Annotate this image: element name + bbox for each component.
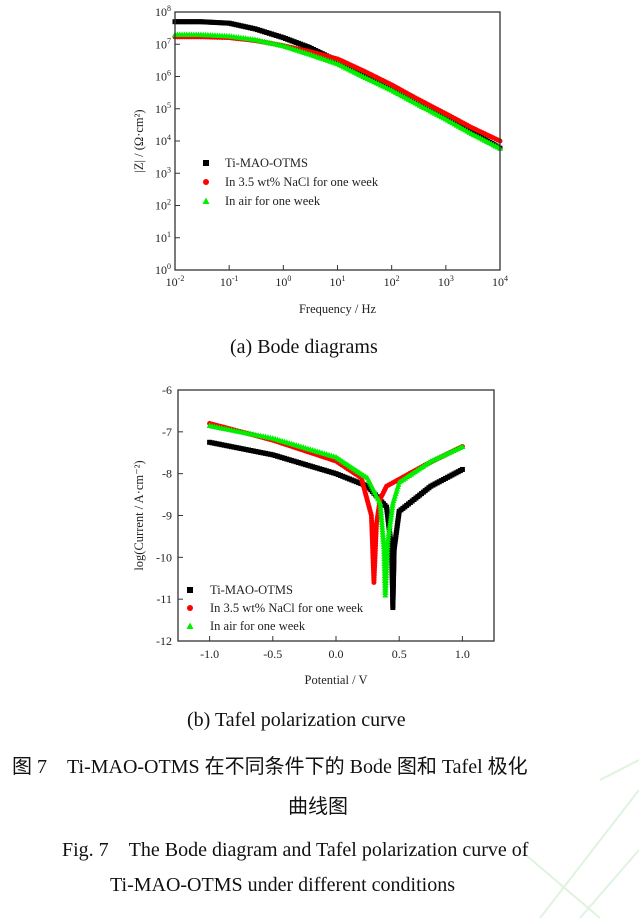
x-tick-label: 102	[384, 274, 400, 289]
y-tick-label: 106	[155, 69, 171, 84]
y-tick-label: 102	[155, 198, 171, 213]
legend-marker	[203, 179, 209, 185]
x-tick-label: 0.5	[392, 647, 407, 661]
x-tick-label: 103	[438, 274, 454, 289]
caption-cn-line2: 曲线图	[288, 796, 348, 818]
x-tick-label: 1.0	[455, 647, 470, 661]
y-tick-label: 107	[155, 36, 171, 51]
x-axis-label: Frequency / Hz	[299, 302, 377, 316]
caption-cn-line1: 图 7 Ti-MAO-OTMS 在不同条件下的 Bode 图和 Tafel 极化	[12, 756, 528, 778]
y-tick-label: -6	[162, 383, 172, 397]
legend-label: In air for one week	[225, 194, 321, 208]
y-tick-label: 105	[155, 101, 171, 116]
data-point	[377, 502, 384, 508]
y-tick-label: 100	[155, 262, 171, 277]
x-tick-label: -0.5	[263, 647, 282, 661]
y-tick-label: 108	[155, 4, 171, 19]
caption-a: (a) Bode diagrams	[230, 336, 378, 358]
y-tick-label: -10	[156, 550, 172, 564]
data-point	[459, 466, 465, 472]
data-point	[379, 529, 386, 535]
caption-en-line1: Fig. 7 The Bode diagram and Tafel polari…	[62, 839, 529, 861]
data-point	[378, 512, 385, 518]
x-tick-label: 100	[275, 274, 291, 289]
legend-marker	[203, 160, 209, 166]
x-tick-label: 10-1	[220, 274, 239, 289]
y-tick-label: -7	[162, 425, 172, 439]
legend-label: In 3.5 wt% NaCl for one week	[210, 601, 364, 615]
y-tick-label: -12	[156, 634, 172, 648]
tafel-chart: -1.0 -0.5 0.0 0.5 1.0 -12 -11 -10 -9 -8 -7 -6 Potent…	[132, 383, 495, 687]
series-1	[207, 420, 465, 585]
y-tick-label: -9	[162, 509, 172, 523]
legend-marker	[187, 605, 193, 611]
y-axis-label: log(Current / A·cm⁻²)	[132, 460, 146, 570]
y-tick-label: -11	[156, 592, 172, 606]
data-point	[380, 533, 387, 540]
plot-frame	[174, 11, 501, 271]
y-tick-label: 103	[155, 165, 171, 180]
data-point	[378, 514, 385, 520]
caption-en-line2: Ti-MAO-OTMS under different conditions	[110, 874, 455, 896]
legend-marker	[202, 197, 210, 204]
data-point	[459, 443, 466, 449]
x-tick-label: 0.0	[329, 647, 344, 661]
data-point	[379, 524, 386, 530]
x-axis-label: Potential / V	[305, 673, 368, 687]
data-point	[378, 516, 385, 523]
data-point	[378, 509, 385, 516]
y-tick-label: 104	[155, 133, 171, 148]
series-1	[172, 34, 503, 144]
x-tick-label: 10-2	[166, 274, 185, 289]
x-tick-label: 101	[330, 274, 346, 289]
data-point	[380, 536, 387, 542]
y-tick-label: 101	[155, 230, 171, 245]
caption-b: (b) Tafel polarization curve	[187, 709, 406, 731]
legend-label: In 3.5 wt% NaCl for one week	[225, 175, 379, 189]
data-point	[379, 526, 386, 533]
x-tick-label: 104	[492, 274, 508, 289]
series-2	[206, 422, 466, 598]
data-point	[380, 538, 387, 545]
data-point	[379, 521, 386, 528]
legend-marker	[186, 622, 194, 629]
y-tick-label: -8	[162, 467, 172, 481]
legend-label: Ti-MAO-OTMS	[225, 156, 308, 170]
data-point	[377, 499, 384, 506]
watermark-lines	[519, 759, 639, 918]
x-tick-label: -1.0	[200, 647, 219, 661]
legend-label: In air for one week	[210, 619, 306, 633]
series-2	[172, 31, 503, 151]
legend-marker	[187, 587, 193, 593]
data-point	[377, 504, 384, 511]
y-axis-label: |Z| / (Ω·cm²)	[132, 109, 146, 172]
legend-label: Ti-MAO-OTMS	[210, 583, 293, 597]
data-point	[379, 531, 386, 537]
data-point	[377, 507, 384, 513]
data-point	[378, 519, 385, 525]
bode-chart: Frequency / Hz |Z| / (Ω·cm²) Ti-MAO-OTMS In…	[132, 11, 503, 316]
